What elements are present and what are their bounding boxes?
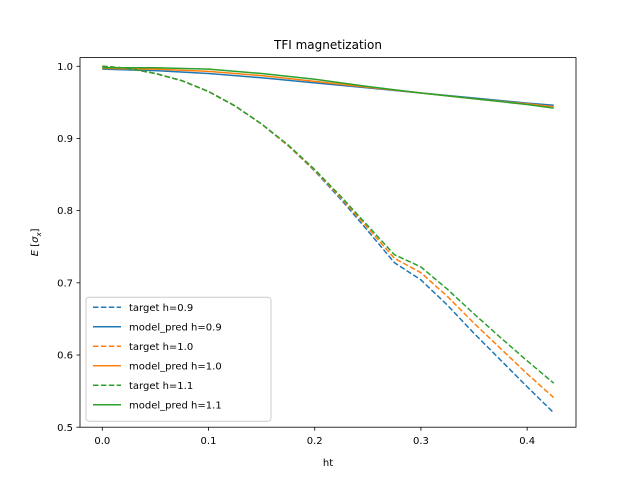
series-line-5 [102, 65, 555, 384]
axes-frame [79, 57, 577, 428]
y-tick-label: 0.8 [57, 206, 73, 217]
y-axis-label-base: E [30, 249, 41, 256]
y-tick-label: 1.0 [57, 62, 73, 73]
series-line-3 [102, 65, 555, 399]
series-layer [102, 65, 555, 414]
y-axis-label: E [σx] [30, 228, 43, 256]
legend-label: target h=1.0 [129, 342, 193, 353]
y-axis-label-close-bracket: ] [30, 228, 41, 232]
y-axis-label-open-bracket: [ [30, 243, 41, 250]
y-axis-label-inner: σ [30, 236, 41, 243]
y-tick-label: 0.6 [57, 351, 73, 362]
series-line-6 [102, 66, 554, 109]
legend-box [85, 296, 272, 422]
y-ticks: 0.5 0.6 0.7 0.8 0.9 1.0 [57, 62, 80, 434]
x-tick-label: 0.4 [519, 436, 535, 447]
x-ticks: 0.0 0.1 0.2 0.3 0.4 [94, 427, 535, 447]
y-axis-label-sub: x [35, 232, 43, 238]
legend-label: model_pred h=0.9 [129, 322, 222, 333]
legend-label: model_pred h=1.0 [129, 361, 222, 372]
x-tick-label: 0.2 [307, 436, 323, 447]
x-axis-label: ht [323, 458, 333, 469]
x-tick-label: 0.1 [201, 436, 217, 447]
legend-label: target h=0.9 [129, 303, 193, 314]
y-tick-label: 0.5 [57, 423, 73, 434]
legend: target h=0.9 model_pred h=0.9 target h=1.0… [85, 296, 272, 422]
x-tick-label: 0.3 [413, 436, 429, 447]
legend-label: target h=1.1 [129, 381, 193, 392]
legend-label: model_pred h=1.1 [129, 400, 222, 411]
x-tick-label: 0.0 [94, 436, 110, 447]
y-tick-label: 0.7 [57, 278, 73, 289]
chart-title: TFI magnetization [273, 38, 382, 52]
y-tick-label: 0.9 [57, 134, 73, 145]
